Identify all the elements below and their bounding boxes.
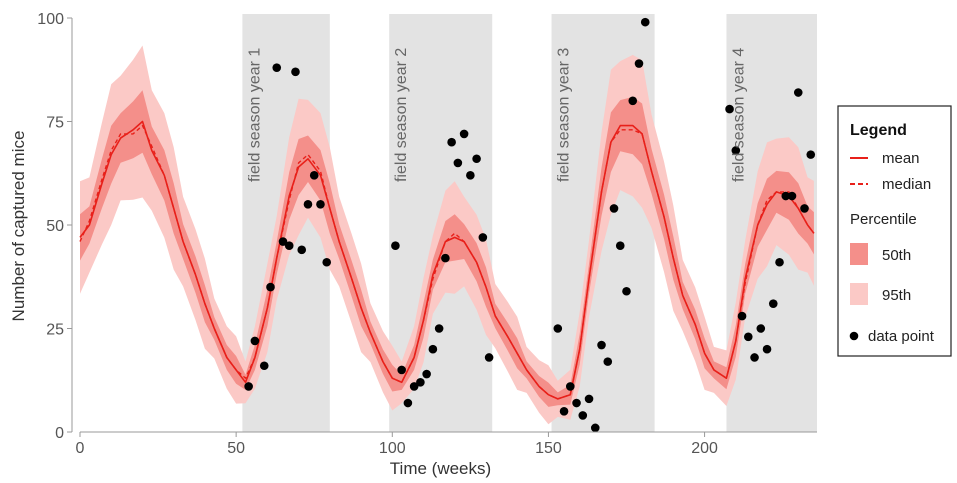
y-tick-label: 25 [46, 322, 64, 339]
season-label-2: field season year 2 [393, 48, 410, 182]
data-point [559, 407, 569, 416]
data-point [316, 200, 325, 209]
legend-median-label: median [882, 176, 931, 193]
y-tick-label: 0 [55, 425, 64, 442]
data-point-layer [244, 17, 816, 433]
data-point [284, 241, 294, 250]
data-point [478, 233, 488, 242]
season-label-1: field season year 1 [246, 48, 263, 182]
data-point [266, 282, 275, 292]
legend-point-swatch [849, 331, 859, 341]
data-point [572, 398, 581, 408]
data-point [800, 204, 809, 213]
data-point [615, 241, 625, 250]
data-point [278, 237, 288, 246]
x-tick-label: 0 [76, 440, 85, 457]
legend-percentile-title: Percentile [850, 211, 917, 228]
data-point [391, 241, 400, 250]
x-tick-label: 50 [227, 440, 245, 457]
data-point [756, 324, 766, 333]
data-point [609, 204, 619, 213]
data-point [322, 257, 332, 267]
legend: Legend mean median Percentile 50th 95th … [837, 105, 952, 357]
data-point [806, 150, 816, 159]
data-point [584, 394, 594, 404]
line-layer [79, 120, 815, 400]
data-point [590, 423, 600, 433]
data-point [397, 365, 406, 375]
data-point [453, 158, 463, 168]
data-point [403, 398, 413, 408]
data-point [737, 311, 747, 321]
data-point [622, 286, 631, 296]
data-point [309, 171, 319, 180]
data-point [787, 191, 797, 201]
data-point [603, 357, 613, 366]
data-point [447, 137, 456, 147]
x-tick-label: 200 [691, 440, 718, 457]
legend-band50-label: 50th [882, 247, 911, 264]
data-point [416, 378, 425, 387]
y-tick-label: 75 [46, 115, 64, 132]
x-tick-label: 150 [535, 440, 562, 457]
legend-band95-label: 95th [882, 287, 911, 304]
data-point [565, 382, 575, 391]
data-point [272, 63, 282, 72]
data-point [793, 88, 803, 97]
data-point [781, 191, 791, 201]
data-point [466, 171, 475, 180]
data-point [297, 245, 307, 255]
data-point [731, 146, 741, 155]
legend-band50-swatch [850, 243, 868, 265]
data-point [303, 200, 313, 209]
data-point [259, 361, 269, 371]
data-point [743, 332, 753, 342]
data-point [434, 324, 444, 333]
x-tick-label: 100 [379, 440, 406, 457]
data-point [578, 411, 588, 420]
data-point [428, 344, 438, 354]
axes: Time (weeks) Number of captured mice 0 50… [9, 11, 817, 478]
data-point [634, 59, 644, 68]
data-point [472, 154, 481, 164]
data-point [768, 299, 778, 308]
data-point [422, 369, 431, 379]
data-point [291, 67, 300, 77]
data-point [244, 382, 253, 391]
data-point [640, 17, 650, 27]
y-axis-label: Number of captured mice [9, 131, 28, 322]
data-point [762, 344, 772, 354]
season-label-3: field season year 3 [556, 48, 573, 182]
legend-box [837, 105, 952, 357]
x-axis-label: Time (weeks) [390, 459, 491, 478]
season-labels: field season year 1 field season year 2 fi… [246, 48, 747, 182]
data-point [628, 96, 638, 106]
y-tick-label: 50 [46, 218, 64, 235]
data-point [459, 129, 469, 139]
data-point [553, 324, 563, 333]
data-point [597, 340, 606, 350]
legend-point-label: data point [868, 328, 935, 345]
data-point [441, 253, 450, 263]
y-tick-label: 100 [37, 11, 64, 28]
median-line [79, 124, 815, 400]
data-point [484, 353, 494, 362]
data-point [750, 353, 759, 362]
season-label-4: field season year 4 [730, 48, 747, 182]
legend-band95-swatch [850, 283, 868, 305]
band-50-layer [80, 90, 814, 407]
data-point [775, 257, 784, 267]
data-point [725, 104, 734, 114]
band-50 [80, 90, 814, 407]
legend-mean-label: mean [882, 150, 920, 167]
legend-title: Legend [850, 122, 907, 139]
data-point [250, 336, 260, 346]
data-point [409, 382, 419, 391]
